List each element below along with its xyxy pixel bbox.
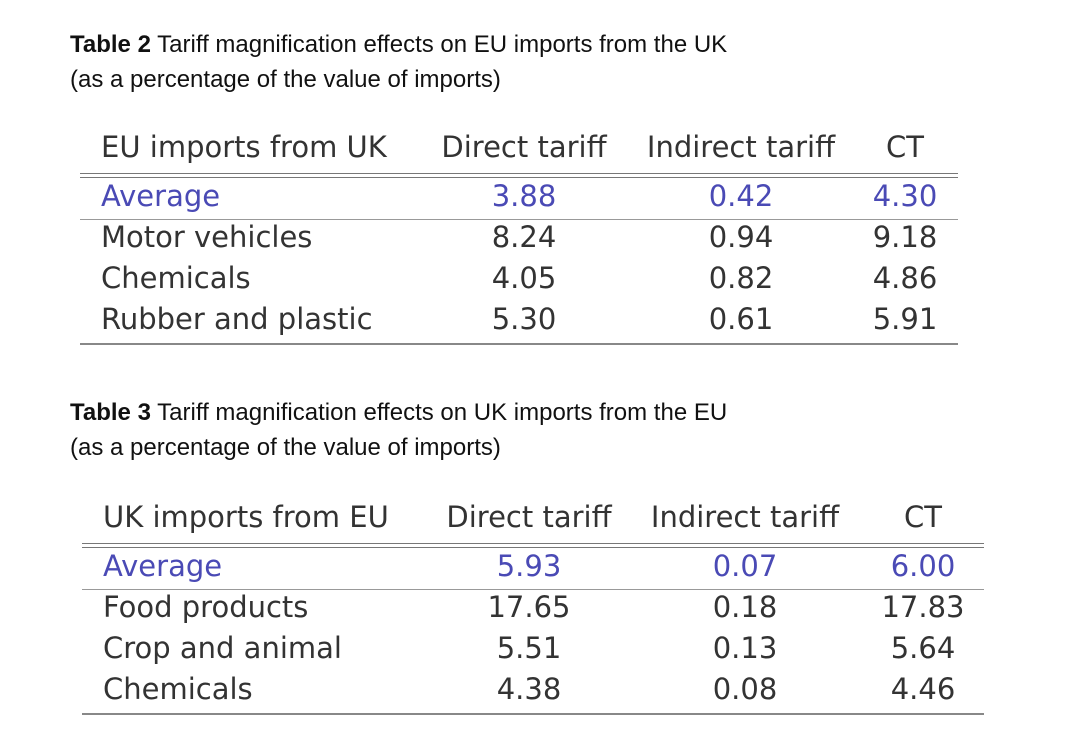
column-header-category: EU imports from UK	[101, 130, 387, 164]
indirect-tariff-value: 0.61	[708, 302, 774, 336]
ct-value: 6.00	[890, 549, 956, 583]
direct-tariff-value: 8.24	[491, 220, 557, 254]
column-header-indirect-tariff: Indirect tariff	[650, 500, 840, 534]
header-rule	[82, 543, 984, 548]
column-header-indirect-tariff: Indirect tariff	[646, 130, 836, 164]
direct-tariff-value: 4.05	[491, 261, 557, 295]
table-row: Motor vehicles 8.24 0.94 9.18	[80, 220, 958, 261]
table-row: Chemicals 4.38 0.08 4.46	[82, 672, 984, 713]
direct-tariff-value: 5.93	[496, 549, 562, 583]
column-header-ct: CT	[886, 130, 924, 164]
row-label: Average	[103, 549, 223, 583]
indirect-tariff-value: 0.13	[712, 631, 778, 665]
table-header-row: UK imports from EU Direct tariff Indirec…	[82, 493, 984, 543]
indirect-tariff-value: 0.18	[712, 590, 778, 624]
table-row: Chemicals 4.05 0.82 4.86	[80, 261, 958, 302]
average-rule	[80, 219, 958, 220]
table-3-caption: Table 3 Tariff magnification effects on …	[70, 395, 727, 465]
table-2-caption-label: Table 2	[70, 31, 151, 58]
table-row: Average 3.88 0.42 4.30	[80, 178, 958, 219]
table-2-caption-title: Tariff magnification effects on EU impor…	[150, 31, 728, 58]
bottom-rule	[82, 713, 984, 715]
row-label: Rubber and plastic	[101, 302, 373, 336]
indirect-tariff-value: 0.94	[708, 220, 774, 254]
table-header-row: EU imports from UK Direct tariff Indirec…	[80, 123, 958, 173]
column-header-direct-tariff: Direct tariff	[446, 500, 612, 534]
table-3-caption-subtitle: (as a percentage of the value of imports…	[70, 434, 501, 461]
ct-value: 17.83	[881, 590, 965, 624]
bottom-rule	[80, 343, 958, 345]
table-3-caption-title: Tariff magnification effects on UK impor…	[150, 399, 728, 426]
indirect-tariff-value: 0.08	[712, 672, 778, 706]
row-label: Food products	[103, 590, 309, 624]
table-row: Crop and animal 5.51 0.13 5.64	[82, 631, 984, 672]
direct-tariff-value: 17.65	[487, 590, 571, 624]
table-2: EU imports from UK Direct tariff Indirec…	[80, 123, 958, 345]
row-label: Chemicals	[103, 672, 253, 706]
row-label: Chemicals	[101, 261, 251, 295]
table-row: Average 5.93 0.07 6.00	[82, 548, 984, 589]
direct-tariff-value: 5.30	[491, 302, 557, 336]
table-2-caption: Table 2 Tariff magnification effects on …	[70, 27, 727, 97]
table-3-caption-label: Table 3	[70, 399, 151, 426]
column-header-direct-tariff: Direct tariff	[441, 130, 607, 164]
direct-tariff-value: 5.51	[496, 631, 562, 665]
column-header-category: UK imports from EU	[103, 500, 389, 534]
row-label: Crop and animal	[103, 631, 342, 665]
indirect-tariff-value: 0.82	[708, 261, 774, 295]
indirect-tariff-value: 0.07	[712, 549, 778, 583]
table-row: Food products 17.65 0.18 17.83	[82, 590, 984, 631]
average-rule	[82, 589, 984, 590]
indirect-tariff-value: 0.42	[708, 179, 774, 213]
direct-tariff-value: 3.88	[491, 179, 557, 213]
column-header-ct: CT	[904, 500, 942, 534]
row-label: Motor vehicles	[101, 220, 313, 254]
ct-value: 4.46	[890, 672, 956, 706]
table-2-caption-subtitle: (as a percentage of the value of imports…	[70, 66, 501, 93]
ct-value: 4.86	[872, 261, 938, 295]
ct-value: 4.30	[872, 179, 938, 213]
ct-value: 9.18	[872, 220, 938, 254]
ct-value: 5.91	[872, 302, 938, 336]
header-rule	[80, 173, 958, 178]
table-row: Rubber and plastic 5.30 0.61 5.91	[80, 302, 958, 343]
table-3: UK imports from EU Direct tariff Indirec…	[82, 493, 984, 715]
ct-value: 5.64	[890, 631, 956, 665]
direct-tariff-value: 4.38	[496, 672, 562, 706]
row-label: Average	[101, 179, 221, 213]
